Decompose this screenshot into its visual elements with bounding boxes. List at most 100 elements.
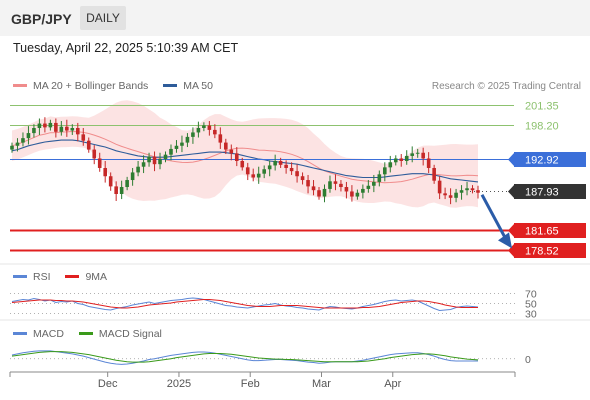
candle-body [196, 128, 201, 133]
candle-body [54, 122, 58, 132]
candle-body [344, 187, 349, 192]
candle-body [470, 188, 475, 191]
forecast-arrow [480, 194, 508, 241]
candle-body [65, 126, 69, 131]
candle-body [234, 153, 239, 161]
candle-body [125, 180, 129, 188]
candle-body [108, 176, 113, 187]
candle-body [339, 183, 343, 188]
candle-body [70, 128, 75, 131]
datetime-label: Tuesday, April 22, 2025 5:10:39 AM CET [13, 41, 239, 55]
rsi-tick-label: 30 [525, 309, 537, 321]
candle-body [141, 162, 146, 167]
candle-body [136, 166, 140, 173]
legend-label: 9MA [85, 271, 108, 283]
candle-body [306, 180, 310, 187]
candle-body [443, 193, 447, 196]
candle-body [59, 126, 64, 132]
candle-body [459, 190, 464, 193]
price-level-label: 178.52 [525, 246, 559, 258]
candle-body [152, 156, 157, 165]
legend-label: MA 20 + Bollinger Bands [33, 80, 149, 92]
macd-tick-label: 0 [525, 354, 531, 366]
price-tag [514, 184, 586, 199]
candle-body [284, 164, 288, 168]
candle-body [251, 174, 256, 178]
candle-body [366, 185, 371, 189]
rsi-legend: RSI 9MA [13, 271, 119, 283]
candle-body [328, 181, 332, 189]
macd-legend: MACD MACD Signal [13, 328, 174, 340]
price-level-label: 192.92 [525, 155, 559, 167]
candle-body [476, 190, 480, 193]
candle-body [158, 159, 162, 165]
candle-body [15, 142, 20, 146]
candle-body [169, 148, 173, 155]
candle-body [185, 136, 190, 143]
candle-body [26, 133, 31, 139]
legend-item-rsi: RSI [13, 271, 51, 283]
candle-body [415, 152, 420, 154]
rsi-9ma-line [11, 299, 478, 309]
candle-body [393, 158, 398, 163]
price-level-label: 181.65 [525, 226, 559, 238]
candle-body [81, 134, 86, 141]
candle-body [256, 173, 261, 178]
x-axis-tick-label: Dec [98, 378, 118, 390]
candle-body [361, 188, 365, 193]
price-tag-pointer [508, 243, 515, 258]
legend-swatch [13, 331, 27, 335]
candle-body [224, 142, 228, 150]
price-level-label: 198.20 [525, 121, 559, 133]
header-bar: GBP/JPY DAILY [0, 0, 590, 36]
timeframe-button[interactable]: DAILY [80, 6, 126, 30]
price-tag-pointer [508, 184, 515, 199]
candle-body [75, 128, 80, 135]
candle-body [388, 162, 393, 168]
candle-body [21, 138, 25, 143]
candle-body [10, 145, 14, 150]
price-level-label: 201.35 [525, 101, 559, 113]
candle-body [191, 132, 195, 137]
candle-body [426, 158, 431, 168]
legend-swatch [65, 274, 80, 278]
legend-swatch [13, 83, 27, 87]
candle-body [207, 125, 212, 130]
candle-body [350, 191, 354, 197]
legend-item-macd-signal: MACD Signal [78, 328, 162, 340]
candle-body [289, 167, 294, 172]
rsi-tick-label: 50 [525, 299, 537, 311]
legend-item-rsi-9ma: 9MA [65, 271, 107, 283]
candle-body [229, 149, 234, 154]
legend-label: MACD [33, 328, 64, 340]
candle-body [377, 174, 382, 182]
candle-body [404, 155, 409, 161]
candle-body [119, 187, 124, 194]
candle-body [245, 167, 250, 175]
candle-body [448, 195, 453, 198]
bollinger-band [12, 100, 478, 208]
candle-body [295, 171, 299, 177]
ma20-line [11, 130, 479, 184]
candle-body [202, 125, 206, 128]
price-tag [514, 243, 586, 258]
symbol-title: GBP/JPY [11, 11, 72, 27]
legend-item-ma20-bb: MA 20 + Bollinger Bands [13, 80, 148, 92]
price-level-label: 187.93 [525, 187, 559, 199]
price-tag [514, 223, 586, 238]
x-axis-tick-label: Feb [241, 378, 260, 390]
x-axis-tick-label: Apr [384, 378, 401, 390]
candle-body [278, 161, 283, 165]
candle-body [383, 167, 387, 175]
candle-body [92, 149, 97, 159]
copyright-text: Research © 2025 Trading Central [431, 81, 581, 92]
candle-body [218, 134, 223, 143]
candle-body [163, 154, 168, 160]
x-axis-tick-label: 2025 [167, 378, 191, 390]
candle-body [372, 181, 376, 186]
price-tag-pointer [508, 223, 515, 238]
legend-swatch [163, 83, 178, 87]
macd-line [11, 350, 478, 365]
candle-body [410, 153, 415, 156]
